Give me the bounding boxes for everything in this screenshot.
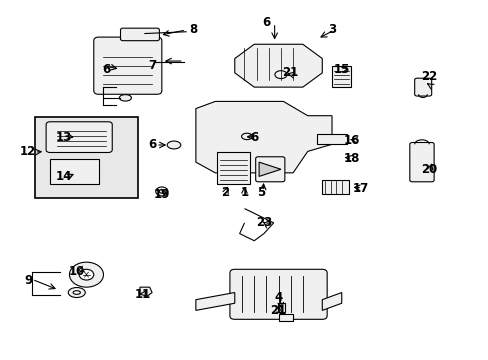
Polygon shape	[196, 293, 234, 310]
Ellipse shape	[241, 133, 252, 140]
Bar	[317, 134, 346, 144]
FancyBboxPatch shape	[120, 28, 159, 41]
Polygon shape	[331, 66, 351, 87]
Polygon shape	[259, 162, 281, 176]
FancyBboxPatch shape	[216, 153, 250, 184]
Text: 6: 6	[102, 63, 110, 76]
Text: 13: 13	[55, 131, 72, 144]
Polygon shape	[196, 102, 331, 173]
FancyBboxPatch shape	[255, 157, 285, 182]
Ellipse shape	[159, 190, 164, 193]
Text: 16: 16	[343, 134, 359, 147]
Polygon shape	[234, 44, 322, 87]
Text: 10: 10	[68, 265, 85, 278]
Ellipse shape	[156, 187, 167, 196]
Text: 19: 19	[153, 188, 170, 201]
FancyBboxPatch shape	[409, 143, 433, 182]
Ellipse shape	[68, 288, 85, 297]
Text: 20: 20	[420, 163, 436, 176]
Polygon shape	[322, 293, 341, 310]
Text: 12: 12	[20, 145, 36, 158]
Bar	[35, 117, 137, 198]
FancyBboxPatch shape	[229, 269, 326, 319]
Ellipse shape	[167, 141, 181, 149]
Ellipse shape	[73, 291, 80, 294]
Text: 11: 11	[134, 288, 150, 301]
Text: 21: 21	[270, 304, 286, 317]
Text: 15: 15	[333, 63, 349, 76]
Polygon shape	[140, 287, 152, 296]
FancyBboxPatch shape	[414, 78, 431, 96]
Text: 1: 1	[240, 186, 248, 199]
Bar	[50, 158, 99, 184]
Text: 21: 21	[282, 66, 298, 79]
Text: 7: 7	[148, 59, 156, 72]
Bar	[277, 303, 285, 312]
Text: 6: 6	[249, 131, 258, 144]
FancyBboxPatch shape	[94, 37, 162, 94]
Text: 18: 18	[343, 152, 359, 165]
Ellipse shape	[274, 71, 286, 78]
FancyBboxPatch shape	[46, 122, 112, 153]
Text: 22: 22	[420, 70, 436, 83]
Text: 6: 6	[262, 16, 270, 29]
Bar	[322, 180, 348, 194]
Text: 5: 5	[257, 186, 265, 199]
Text: 3: 3	[327, 23, 335, 36]
Text: 17: 17	[352, 183, 368, 195]
Text: 2: 2	[221, 186, 229, 199]
Text: 4: 4	[274, 291, 282, 305]
Circle shape	[69, 262, 103, 287]
Text: 8: 8	[189, 23, 197, 36]
Text: 14: 14	[55, 170, 72, 183]
Text: 23: 23	[255, 216, 271, 229]
Text: 6: 6	[148, 138, 156, 151]
Ellipse shape	[119, 95, 131, 101]
Circle shape	[79, 269, 94, 280]
Bar	[278, 314, 292, 321]
Text: 9: 9	[24, 274, 32, 287]
